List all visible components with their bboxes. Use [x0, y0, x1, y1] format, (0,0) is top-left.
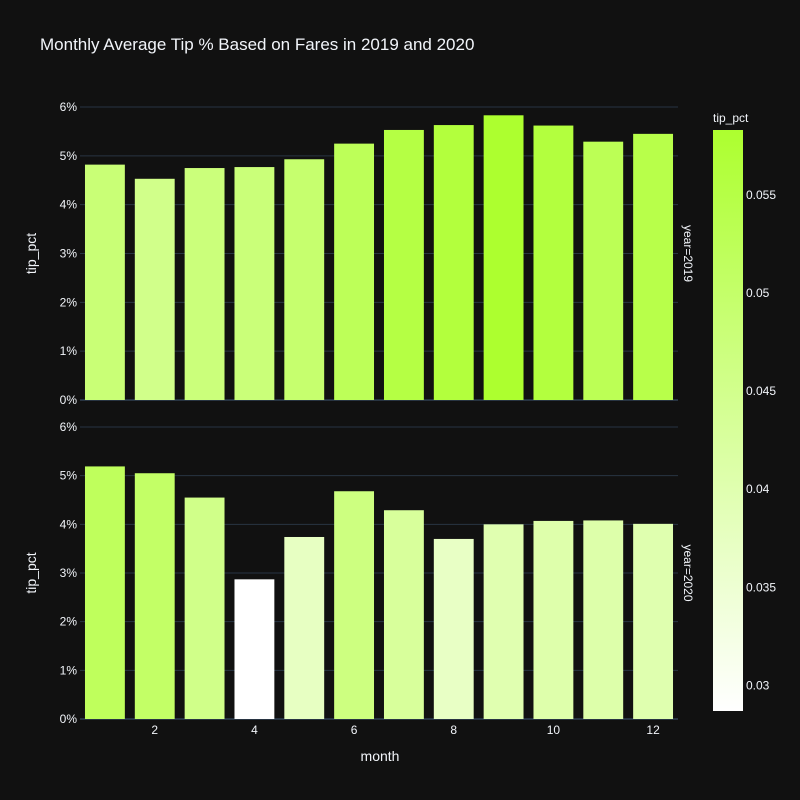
- y-tick-label-2020-6: 6%: [60, 420, 78, 434]
- bar-2020-month-2[interactable]: [134, 473, 175, 719]
- bar-2019-month-3[interactable]: [184, 168, 225, 400]
- bar-2019-month-8[interactable]: [433, 125, 474, 401]
- bar-2020-month-5[interactable]: [284, 536, 325, 719]
- y-axis-label-2020: tip_pct: [23, 552, 39, 593]
- y-axis-label-2019: tip_pct: [23, 233, 39, 274]
- colorbar-title: tip_pct: [713, 111, 749, 125]
- y-tick-label-2020-4: 4%: [60, 517, 78, 531]
- colorbar-gradient: [713, 130, 743, 711]
- facet-label-2020: year=2020: [681, 544, 695, 601]
- facet-2020: 0% 1% 2% 3% 4% 5% 6% tip_pct year=2020: [23, 420, 695, 726]
- bar-2019-month-4[interactable]: [234, 167, 275, 400]
- x-tick-label-2: 6: [351, 723, 358, 737]
- y-tick-label-2020-1: 1%: [60, 663, 78, 677]
- y-tick-label-2020-3: 3%: [60, 566, 78, 580]
- bar-2019-month-12[interactable]: [633, 133, 674, 400]
- x-tick-label-0: 2: [151, 723, 158, 737]
- bar-2020-month-12[interactable]: [633, 523, 674, 719]
- x-tick-label-5: 12: [646, 723, 660, 737]
- bar-2019-month-2[interactable]: [134, 178, 175, 400]
- colorbar-tick-label-3: 0.045: [746, 384, 776, 398]
- bar-2020-month-7[interactable]: [383, 510, 424, 719]
- colorbar-tick-label-2: 0.04: [746, 482, 770, 496]
- y-tick-label-2019-6: 6%: [60, 100, 78, 114]
- y-tick-label-2019-4: 4%: [60, 198, 78, 212]
- colorbar-tick-label-5: 0.055: [746, 188, 776, 202]
- y-tick-label-2019-1: 1%: [60, 344, 78, 358]
- y-tick-label-2019-2: 2%: [60, 295, 78, 309]
- bar-2019-month-9[interactable]: [483, 115, 524, 400]
- bar-2019-month-6[interactable]: [334, 143, 375, 400]
- x-axis: 2 4 6 8 10 12: [151, 723, 660, 737]
- colorbar-tick-label-0: 0.03: [746, 678, 770, 692]
- bar-2020-month-3[interactable]: [184, 497, 225, 719]
- y-tick-label-2020-0: 0%: [60, 712, 78, 726]
- y-tick-label-2019-5: 5%: [60, 149, 78, 163]
- bar-2019-month-1[interactable]: [84, 164, 125, 400]
- bar-2019-month-7[interactable]: [383, 129, 424, 400]
- bar-2020-month-9[interactable]: [483, 524, 524, 719]
- bar-2019-month-5[interactable]: [284, 159, 325, 400]
- colorbar-tick-label-4: 0.05: [746, 286, 770, 300]
- facet-label-2019: year=2019: [681, 225, 695, 282]
- x-tick-label-1: 4: [251, 723, 258, 737]
- bar-2020-month-4[interactable]: [234, 579, 275, 719]
- y-tick-label-2019-0: 0%: [60, 393, 78, 407]
- y-tick-label-2020-2: 2%: [60, 615, 78, 629]
- bar-2019-month-10[interactable]: [533, 125, 574, 400]
- colorbar: tip_pct 0.03 0.035 0.04 0.045 0.05 0.055: [713, 111, 776, 711]
- x-axis-label: month: [361, 748, 400, 764]
- bar-2020-month-6[interactable]: [334, 491, 375, 719]
- y-tick-label-2019-3: 3%: [60, 247, 78, 261]
- x-tick-label-3: 8: [450, 723, 457, 737]
- bar-2020-month-8[interactable]: [433, 538, 474, 719]
- y-tick-label-2020-5: 5%: [60, 469, 78, 483]
- colorbar-tick-label-1: 0.035: [746, 580, 776, 594]
- bar-2019-month-11[interactable]: [583, 141, 624, 400]
- bar-2020-month-10[interactable]: [533, 520, 574, 719]
- x-tick-label-4: 10: [547, 723, 561, 737]
- chart-title: Monthly Average Tip % Based on Fares in …: [40, 35, 474, 54]
- bar-2020-month-1[interactable]: [84, 466, 125, 719]
- facet-2019: 0% 1% 2% 3% 4% 5% 6% tip_pct year=2019: [23, 100, 695, 407]
- bar-2020-month-11[interactable]: [583, 520, 624, 719]
